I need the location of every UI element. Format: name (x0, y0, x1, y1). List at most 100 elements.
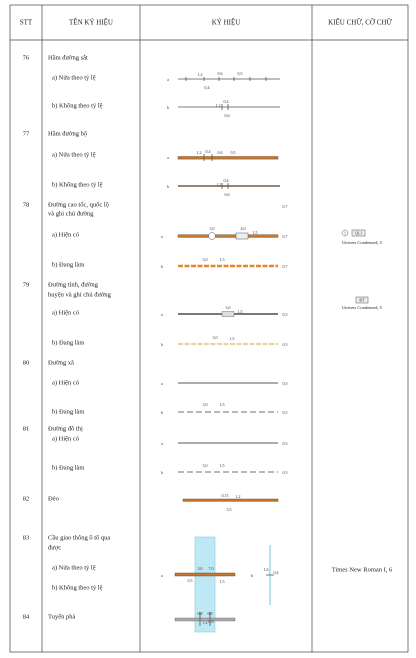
dimension-label: 1,5 (220, 402, 225, 408)
row-number: 80 (23, 359, 30, 366)
dimension-label: a (161, 234, 163, 239)
dimension-label: 7,0 (209, 566, 214, 572)
item-label: a) Hiện có (52, 309, 79, 316)
dimension-label: 0,4 (274, 570, 279, 576)
dimension-label: 3,0 (226, 305, 231, 311)
item-label: b) Đang làm (52, 464, 85, 471)
font-sample: QL1 (355, 230, 362, 235)
item-label: a) Nửa theo tỷ lệ (52, 151, 96, 158)
dimension-label: 1,2 (198, 72, 203, 78)
dimension-label: 1,5 (253, 230, 258, 236)
row-number: 81 (23, 425, 30, 432)
dimension-label: 1,2 (236, 494, 241, 500)
dimension-label: 0,6 (225, 192, 230, 198)
dimension-label: 0,5 (283, 312, 288, 318)
dimension-label: 0,15 (222, 493, 229, 499)
dimension-label: 0,4 (224, 178, 229, 184)
font-sample: 1 (344, 230, 346, 235)
dimension-label: 0,6 (218, 150, 223, 156)
group (9, 4, 409, 653)
dimension-label: 0,7 (283, 204, 288, 210)
dimension-label: 0,7 (283, 264, 288, 270)
dimension-label: 3,0 (203, 402, 208, 408)
item-label: a) Hiện có (52, 435, 79, 442)
table-border (9, 4, 409, 653)
row-number: 82 (23, 495, 30, 502)
symbol-name: huyện và ghi chú đường (48, 291, 112, 298)
dimension-label: a (167, 77, 169, 82)
dimension-label: 1,5 (238, 309, 243, 315)
dimension-label: 3,0 (198, 566, 203, 572)
symbol-name: Cầu giao thông ô tô qua (48, 534, 110, 541)
item-label: b) Đang làm (52, 339, 85, 346)
symbol-name: và ghi chú đường (48, 210, 94, 217)
dimension-label: 1,2 (217, 182, 222, 188)
font-spec: Univers Condensed, 5 (342, 240, 383, 246)
dimension-label: 0,6 (218, 71, 223, 77)
dimension-label: 0,4 (205, 85, 210, 91)
symbol-name: Đường xã (48, 359, 74, 366)
symbol-shape (174, 572, 236, 577)
symbol-shape (351, 229, 366, 237)
symbol-name: được (48, 544, 61, 551)
symbol-shape (341, 229, 349, 237)
dimension-label: 1,6 (264, 567, 269, 573)
dimension-label: 1,2 (197, 150, 202, 156)
dimension-label: 0,8 (198, 611, 203, 617)
row-number: 84 (23, 613, 30, 620)
dimension-label: 0,8 (208, 611, 213, 617)
dimension-label: a (161, 312, 163, 317)
dimension-label: 0,5 (283, 410, 288, 416)
header-cell: TÊN KÝ HIỆU (69, 19, 113, 27)
symbol-shape (182, 498, 279, 502)
font-sample: ĐT (359, 297, 365, 302)
dimension-label: b (251, 573, 253, 578)
item-label: a) Hiện có (52, 379, 79, 386)
symbol-shape (208, 232, 216, 240)
item-label: b) Không theo tỷ lệ (52, 102, 103, 109)
item-label: b) Không theo tỷ lệ (52, 584, 103, 591)
dimension-label: a (167, 155, 169, 160)
dimension-label: 1,5 (220, 579, 225, 585)
dimension-label: 0,5 (283, 441, 288, 447)
dimension-label: 1,5 (230, 336, 235, 342)
item-label: b) Đang làm (52, 408, 85, 415)
dimension-label: 0,4 (224, 99, 229, 105)
item-label: a) Nửa theo tỷ lệ (52, 74, 96, 81)
dimension-label: 0,5 (188, 578, 193, 584)
dimension-label: 0,7 (283, 234, 288, 240)
dimension-label: 0,5 (283, 381, 288, 387)
row-number: 77 (23, 130, 30, 137)
dimension-label: 3,0 (203, 463, 208, 469)
dimension-label: 0,5 (283, 470, 288, 476)
symbol-shape (177, 234, 279, 238)
header-cell: STT (20, 19, 33, 27)
row-number: 79 (23, 281, 30, 288)
symbol-name: Đường đô thị (48, 425, 83, 432)
dimension-label: a (161, 381, 163, 386)
symbol-shape (235, 232, 249, 240)
dimension-label: b (167, 105, 169, 110)
symbol-name: Hầm đường bộ (48, 130, 87, 137)
header-cell: KIỂU CHỮ, CỠ CHỮ (328, 19, 392, 27)
dimension-label: 0,5 (231, 150, 236, 156)
symbol-shape (355, 296, 369, 304)
symbol-name: Đèo (48, 495, 59, 502)
item-label: a) Hiện có (52, 231, 79, 238)
dimension-label: b (167, 184, 169, 189)
item-label: b) Không theo tỷ lệ (52, 181, 103, 188)
dimension-label: b (161, 470, 163, 475)
dimension-label: 3,5 (227, 507, 232, 513)
dimension-label: 0,5 (238, 71, 243, 77)
dimension-label: 0,4 (206, 149, 211, 155)
symbol-name: Hầm đường sắt (48, 54, 88, 61)
symbol-shape (174, 617, 236, 622)
symbol-shape (221, 183, 229, 189)
symbol-name: Đường tỉnh, đường (48, 281, 99, 288)
symbol-shape (199, 612, 211, 626)
symbol-shape (177, 156, 279, 160)
font-spec: Univers Condensed, 5 (342, 305, 383, 311)
dimension-label: a (161, 441, 163, 446)
